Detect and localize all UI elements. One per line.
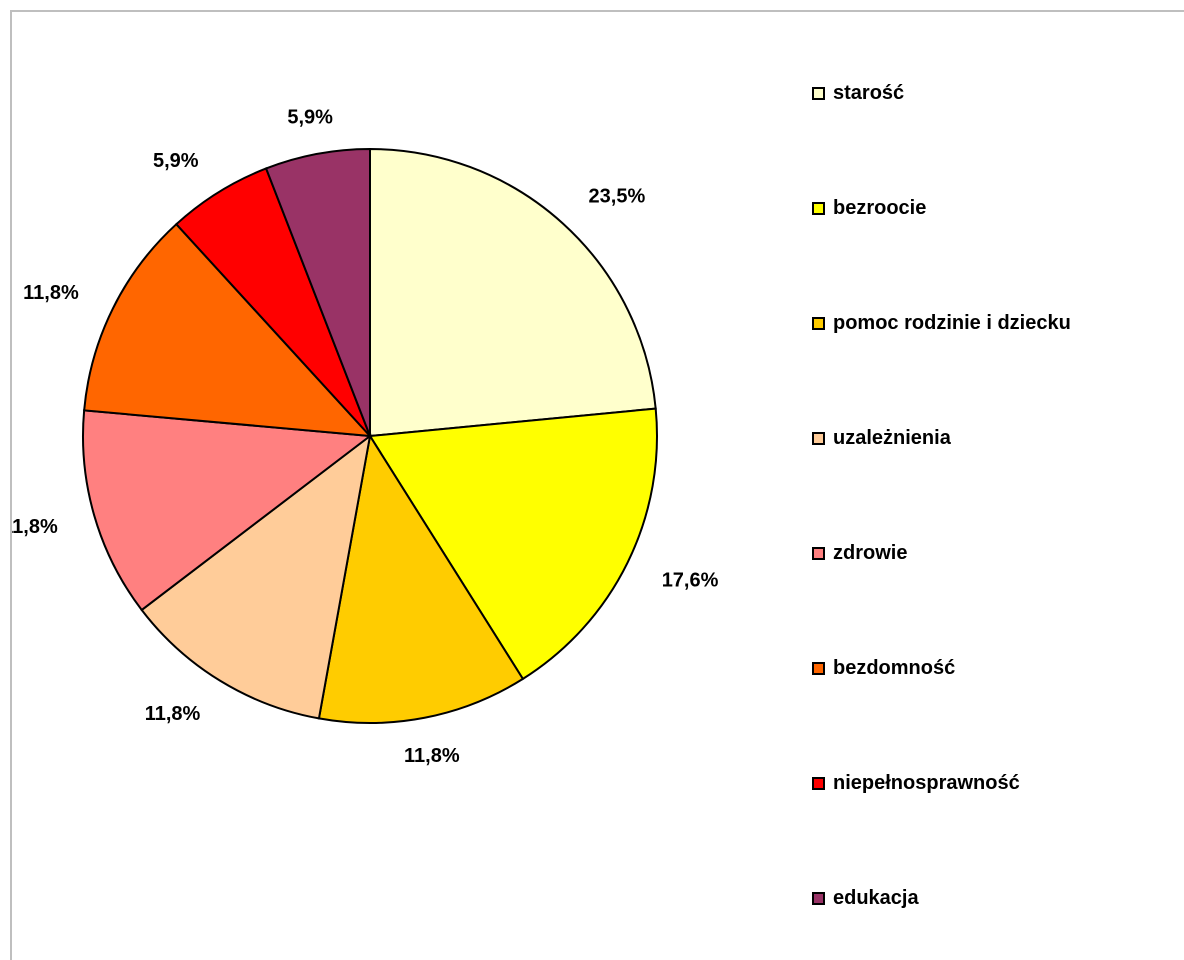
data-label-6: 5,9% [153,150,199,172]
pie-slice-5 [83,222,373,438]
pie-slice-2 [317,433,525,724]
pie-slice-3 [140,433,372,720]
pie-slices [82,147,658,724]
data-label-5: 11,8% [23,282,79,304]
data-label-1: 17,6% [662,569,719,591]
pie-data-labels: 23,5% 17,6% 11,8% 11,8% 11,8% 11,8% 5,9% 5,9% [12,107,719,768]
legend-item-0: starość [812,80,904,106]
legend-item-7: edukacja [812,885,919,911]
legend-swatch-1 [812,201,825,215]
chart-area: 23,5% 17,6% 11,8% 11,8% 11,8% 11,8% 5,9% 5,9% s… [10,10,1184,960]
legend-label-1: bezroocie [833,196,927,219]
pie-slice-7 [264,147,371,437]
legend-label-3: uzależnienia [833,426,951,449]
data-label-0: 23,5% [589,185,646,207]
data-label-3: 11,8% [145,703,201,725]
legend-label-4: zdrowie [833,541,908,564]
legend-label-0: starość [833,81,905,104]
pie-slice-0 [369,147,657,438]
legend-swatch-6 [812,776,825,790]
legend-swatch-0 [812,86,825,100]
data-label-7: 5,9% [287,107,333,129]
legend-swatch-5 [812,661,825,675]
legend-item-6: niepełnosprawność [812,770,1020,796]
pie-slice-1 [368,407,658,681]
legend-item-5: bezdomność [812,655,955,681]
legend-label-5: bezdomność [833,656,956,679]
legend-item-1: bezroocie [812,195,926,221]
legend-swatch-7 [812,891,825,905]
legend-swatch-4 [812,546,825,560]
pie-slice-4 [82,409,373,612]
legend-item-4: zdrowie [812,540,907,566]
legend-item-2: pomoc rodzinie i dziecku [812,310,1071,336]
legend-label-6: niepełnosprawność [833,771,1020,794]
data-label-2: 11,8% [404,745,460,767]
legend-item-3: uzależnienia [812,425,951,451]
legend-swatch-2 [812,316,825,330]
legend-label-2: pomoc rodzinie i dziecku [833,311,1071,334]
legend-swatch-3 [812,431,825,445]
pie-chart: 23,5% 17,6% 11,8% 11,8% 11,8% 11,8% 5,9% 5,9% [12,107,719,768]
legend-label-7: edukacja [833,886,919,909]
data-label-4: 11,8% [12,516,58,538]
